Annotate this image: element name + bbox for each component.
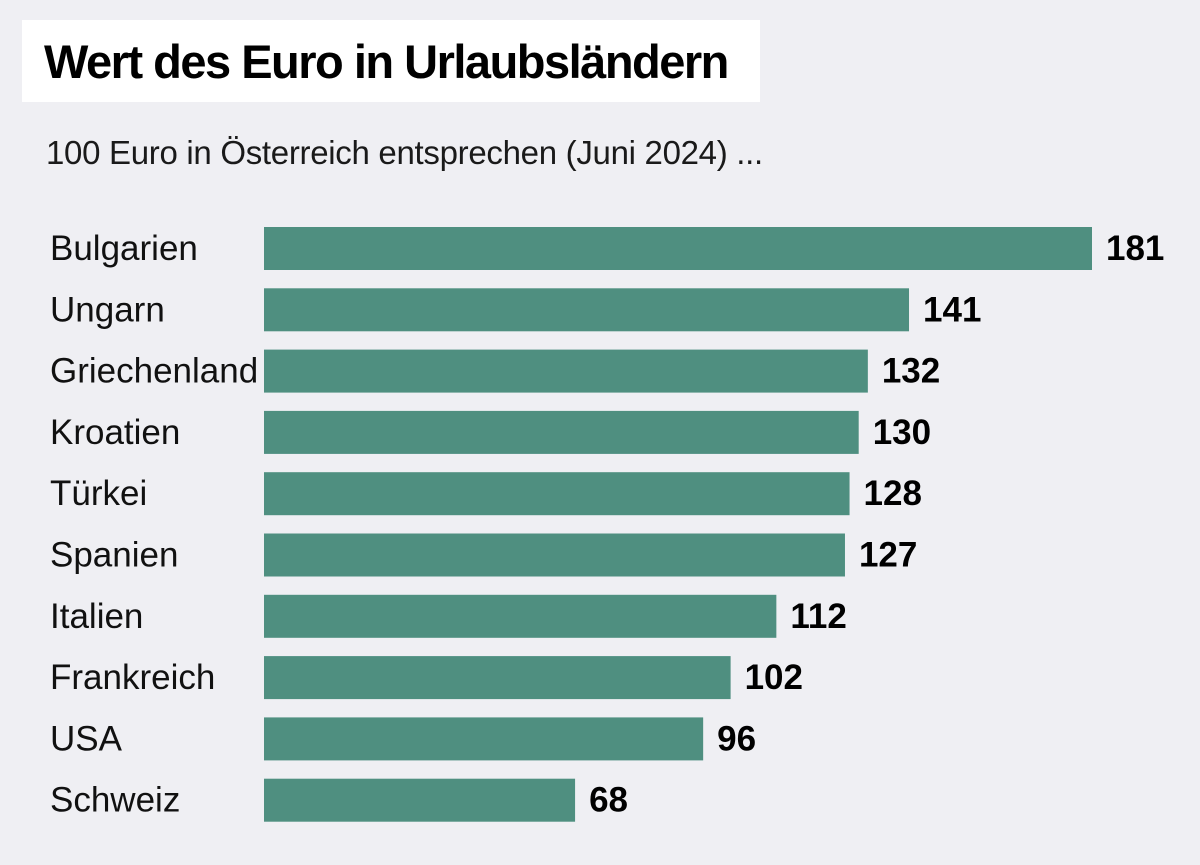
value-label: 127 [859, 536, 917, 575]
bar [264, 288, 910, 332]
value-label: 102 [745, 658, 803, 697]
value-label: 141 [923, 290, 981, 329]
bar [264, 717, 704, 761]
chart-subtitle: 100 Euro in Österreich entsprechen (Juni… [46, 134, 763, 171]
chart-title: Wert des Euro in Urlaubsländern [44, 34, 729, 88]
value-label: 132 [882, 352, 940, 391]
value-label: 68 [589, 781, 628, 820]
value-label: 181 [1106, 229, 1164, 268]
title-box: Wert des Euro in Urlaubsländern [22, 20, 760, 102]
bar [264, 594, 777, 638]
category-label: USA [50, 719, 123, 758]
category-label: Türkei [50, 474, 147, 513]
bar [264, 349, 868, 393]
category-label: Griechenland [50, 352, 258, 391]
value-label: 128 [864, 474, 922, 513]
bar [264, 410, 859, 454]
value-label: 112 [790, 597, 846, 636]
value-label: 130 [873, 413, 931, 452]
bar [264, 533, 845, 577]
category-label: Kroatien [50, 413, 180, 452]
category-label: Bulgarien [50, 229, 198, 268]
category-label: Schweiz [50, 781, 180, 820]
bar [264, 227, 1092, 270]
category-label: Ungarn [50, 290, 165, 329]
value-label: 96 [717, 719, 756, 758]
category-label: Italien [50, 597, 143, 636]
bar [264, 656, 731, 700]
bar [264, 778, 576, 822]
category-label: Frankreich [50, 658, 215, 697]
category-label: Spanien [50, 536, 178, 575]
bar [264, 472, 850, 516]
